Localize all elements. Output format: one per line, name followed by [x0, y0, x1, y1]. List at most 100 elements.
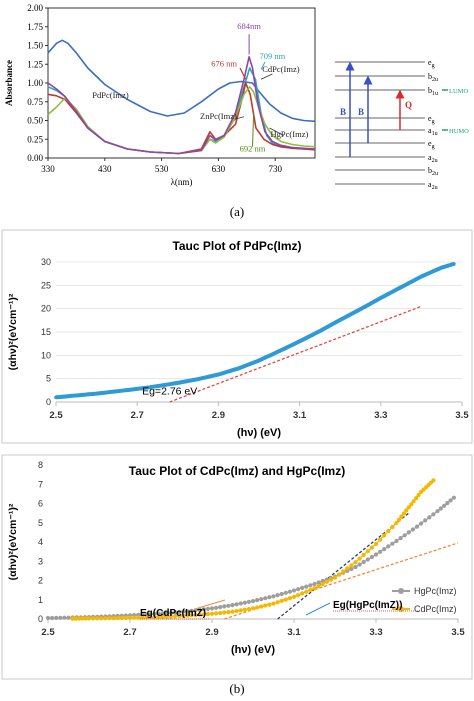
tauc-data-point — [452, 262, 456, 266]
tauc-data-point — [445, 501, 450, 506]
tauc-data-point — [205, 612, 210, 617]
tauc-data-point — [416, 492, 421, 498]
tauc-data-point — [155, 384, 160, 388]
eg-cdpc-annotation: Eg(CdPc(ImZ) — [140, 608, 206, 619]
tauc-data-point — [257, 358, 261, 363]
tauc-data-point — [287, 596, 292, 601]
tauc-data-point — [289, 343, 294, 348]
tauc-data-point — [349, 563, 354, 568]
tauc-data-point — [301, 337, 306, 342]
tauc-data-point — [250, 599, 256, 604]
legend-marker — [398, 606, 404, 612]
tauc-data-point — [379, 296, 383, 300]
tauc-data-point — [95, 616, 100, 621]
peak-arrow — [239, 67, 247, 80]
tauc-data-point — [173, 610, 178, 615]
tauc-data-point — [265, 354, 269, 359]
tauc-data-point — [189, 613, 194, 618]
tauc-data-point — [318, 329, 322, 333]
tauc-data-point — [350, 311, 355, 316]
tauc-data-point — [212, 373, 217, 378]
tauc-data-point — [208, 374, 213, 379]
tauc-data-point — [320, 581, 325, 587]
tauc-data-point — [378, 537, 383, 542]
absorbance-annotation: ZnPc(Imz) — [200, 111, 237, 121]
tauc-data-point — [431, 512, 436, 517]
tauc-data-point — [136, 615, 141, 620]
tauc-data-point — [312, 581, 317, 587]
tauc-data-point — [62, 394, 66, 399]
annotation-pointer — [305, 602, 331, 616]
tauc-data-point — [300, 591, 305, 596]
tauc-data-point — [423, 272, 428, 277]
tauc-data-point — [131, 387, 135, 392]
tauc-data-point — [297, 339, 302, 344]
x-tick-label: 3.5 — [455, 410, 469, 421]
tauc-data-point — [373, 541, 379, 547]
x-tick-label: 2.7 — [131, 410, 144, 421]
absorbance-annotation: PdPc(Imz) — [92, 90, 129, 100]
tauc-data-point — [358, 307, 363, 311]
y-tick-label: 30 — [41, 257, 51, 267]
tauc-data-point — [144, 615, 149, 620]
energy-level-label: b1u — [428, 86, 438, 97]
tauc-data-point — [181, 613, 186, 618]
tauc-data-point — [273, 351, 278, 355]
tauc-data-point — [156, 614, 161, 620]
tauc-data-point — [185, 613, 190, 618]
tauc-data-point — [382, 547, 387, 552]
tauc-data-point — [193, 612, 198, 618]
tauc-data-point — [107, 616, 112, 621]
tauc-data-point — [156, 611, 161, 616]
tauc-data-point — [214, 605, 219, 610]
tauc-title: Tauc Plot of CdPc(Imz) and HgPc(Imz) — [129, 464, 345, 478]
tauc-data-point — [283, 590, 288, 595]
tauc-data-point — [365, 549, 370, 554]
y-tick-label: 0 — [46, 397, 51, 407]
tauc-data-point — [148, 612, 153, 617]
tauc-data-point — [308, 587, 313, 593]
tauc-data-point — [148, 615, 153, 620]
tauc-data-point — [147, 385, 152, 390]
tauc-data-point — [250, 606, 256, 611]
tauc-data-point — [226, 610, 231, 615]
tauc-data-point — [386, 544, 391, 549]
tauc-panel-border — [1, 229, 473, 444]
tauc-plot-pdpc: Tauc Plot of PdPc(Imz) 0 5 10 15 20 25 30 2.5 2.7… — [1, 229, 473, 444]
tauc-data-point — [78, 393, 83, 397]
tauc-data-point — [414, 524, 420, 529]
absorbance-chart: 0.00 0.25 0.50 0.75 1.00 1.25 1.50 1.75 2.00 330 4… — [4, 3, 316, 187]
caption-a: (a) — [230, 204, 244, 219]
legend-marker — [398, 588, 404, 594]
tauc-data-point — [171, 381, 176, 386]
energy-level-label: a2u — [428, 153, 438, 164]
tauc-data-point — [387, 291, 391, 296]
tauc-data-point — [427, 515, 432, 520]
tauc-data-point — [414, 496, 419, 501]
tauc-data-point — [228, 369, 233, 373]
tauc-data-point — [357, 556, 362, 561]
y-tick-label: 6 — [38, 499, 43, 509]
y-tick-label: 15 — [41, 327, 51, 337]
absorbance-series-line — [47, 55, 316, 155]
tauc-data-point — [193, 608, 198, 613]
annotation-pointer — [194, 599, 226, 610]
tauc-data-point — [180, 380, 184, 384]
tauc-data-point — [346, 313, 351, 318]
tauc-data-point — [334, 320, 338, 324]
tauc-panel-border — [1, 454, 473, 680]
tauc-data-point — [132, 615, 137, 620]
tauc-data-point — [241, 365, 245, 369]
y-tick-label: 0.75 — [27, 97, 43, 107]
absorbance-annotation: 684nm — [237, 21, 261, 31]
absorbance-series-line — [47, 67, 315, 155]
x-tick-label: 3.5 — [451, 627, 465, 638]
x-tick-label: 2.5 — [41, 627, 55, 638]
tauc-data-point — [245, 363, 249, 368]
tauc-data-point — [80, 616, 85, 621]
tauc-data-point — [176, 381, 180, 385]
tauc-data-point — [164, 611, 169, 616]
tauc-data-point — [242, 607, 247, 612]
tauc-data-point — [314, 331, 318, 335]
y-tick-label: 1 — [38, 595, 43, 605]
